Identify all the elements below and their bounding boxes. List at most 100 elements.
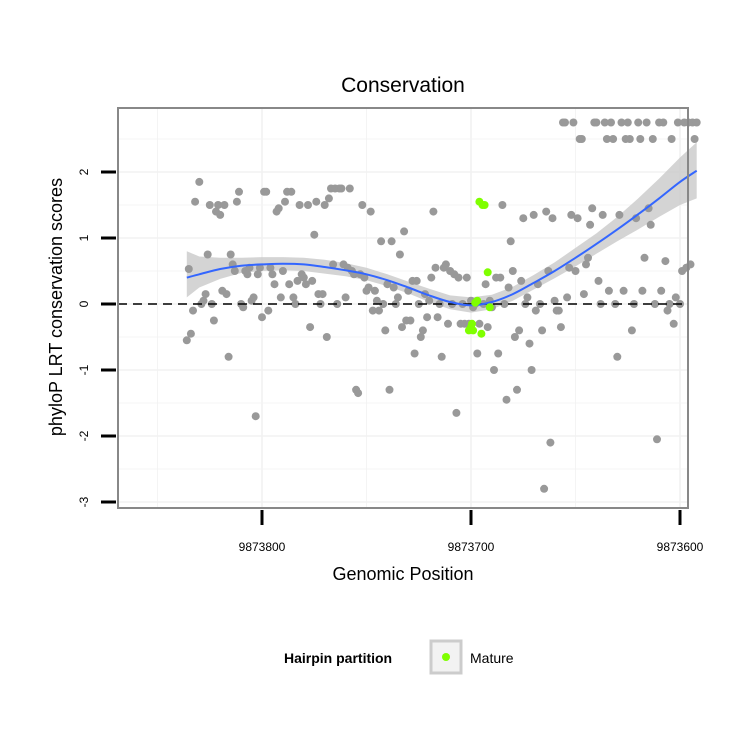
data-point xyxy=(370,286,379,295)
data-point xyxy=(301,280,310,289)
data-point xyxy=(416,333,425,341)
data-point xyxy=(588,204,597,213)
x-tick-label: 9873600 xyxy=(657,540,704,554)
data-point xyxy=(490,366,498,374)
data-point xyxy=(531,306,540,315)
data-point xyxy=(657,286,666,295)
data-point xyxy=(573,214,582,223)
data-point xyxy=(364,283,373,292)
data-point xyxy=(287,187,296,196)
data-point xyxy=(333,300,342,308)
data-point xyxy=(387,237,396,246)
data-point xyxy=(232,197,241,206)
x-tick-label: 9873800 xyxy=(239,540,286,554)
data-point xyxy=(320,201,329,209)
data-point xyxy=(565,263,574,272)
data-point xyxy=(400,227,409,236)
data-point xyxy=(468,319,476,328)
data-point xyxy=(214,201,223,209)
data-point xyxy=(383,280,392,289)
data-point xyxy=(602,135,611,143)
data-point xyxy=(540,484,549,493)
data-point xyxy=(189,306,197,315)
data-point xyxy=(598,210,607,219)
data-point xyxy=(285,280,294,289)
data-point xyxy=(318,290,327,299)
data-point xyxy=(523,293,532,302)
data-point xyxy=(276,293,285,302)
data-point xyxy=(506,237,515,246)
data-point xyxy=(485,303,494,312)
data-point xyxy=(510,333,519,341)
data-point xyxy=(483,323,492,332)
x-axis-title: Genomic Position xyxy=(332,564,473,584)
data-point xyxy=(494,349,503,358)
legend-title: Hairpin partition xyxy=(284,650,392,666)
data-point xyxy=(498,201,507,209)
data-point xyxy=(469,326,478,335)
data-point xyxy=(354,389,363,398)
data-point xyxy=(477,329,486,338)
data-point xyxy=(665,300,674,308)
data-point xyxy=(636,135,645,143)
data-point xyxy=(554,306,563,315)
data-point xyxy=(508,267,517,275)
data-point xyxy=(653,435,661,444)
y-axis: -3 -2 -1 0 1 2 xyxy=(77,168,116,507)
data-point xyxy=(473,296,482,305)
data-point xyxy=(586,220,595,229)
data-point xyxy=(615,210,624,219)
x-tick-label: 9873700 xyxy=(448,540,495,554)
data-point xyxy=(182,336,191,345)
data-point xyxy=(648,135,657,143)
data-point xyxy=(627,326,636,335)
data-point xyxy=(661,257,670,266)
y-tick-label: -1 xyxy=(77,364,91,375)
data-point xyxy=(429,207,438,216)
data-point xyxy=(337,184,346,193)
data-point xyxy=(441,260,450,269)
data-point xyxy=(444,319,452,328)
data-point xyxy=(195,177,204,186)
legend-label-mature: Mature xyxy=(470,650,514,666)
data-point xyxy=(191,197,200,206)
x-axis: 9873800 9873700 9873600 xyxy=(239,510,704,554)
data-point xyxy=(659,118,668,127)
data-point xyxy=(295,201,304,209)
data-point xyxy=(377,237,386,246)
data-point xyxy=(600,118,609,127)
data-point xyxy=(431,263,440,272)
data-point xyxy=(667,135,676,143)
legend: Hairpin partition Mature xyxy=(284,639,514,675)
data-point xyxy=(322,333,331,341)
data-point xyxy=(556,323,565,332)
data-point xyxy=(584,253,592,262)
data-point xyxy=(389,283,398,292)
data-point xyxy=(646,220,655,229)
data-point xyxy=(427,273,436,282)
data-point xyxy=(395,250,404,259)
data-point xyxy=(251,412,260,421)
data-point xyxy=(379,300,388,308)
y-tick-label: 2 xyxy=(77,168,91,175)
data-point xyxy=(398,323,406,332)
data-point xyxy=(548,214,557,223)
data-point xyxy=(546,438,555,447)
data-point xyxy=(542,207,551,216)
data-point xyxy=(592,118,601,127)
data-point xyxy=(617,118,626,127)
data-point xyxy=(310,230,319,239)
data-point xyxy=(299,273,308,282)
data-point xyxy=(663,306,672,315)
plot-panel xyxy=(117,107,701,509)
data-point xyxy=(239,303,248,312)
data-point xyxy=(692,118,701,127)
data-point xyxy=(278,267,287,275)
panel-border xyxy=(117,107,689,509)
data-point xyxy=(324,194,333,203)
data-point xyxy=(345,184,354,193)
data-point xyxy=(571,267,580,275)
data-point xyxy=(293,276,302,285)
data-point xyxy=(268,270,277,279)
